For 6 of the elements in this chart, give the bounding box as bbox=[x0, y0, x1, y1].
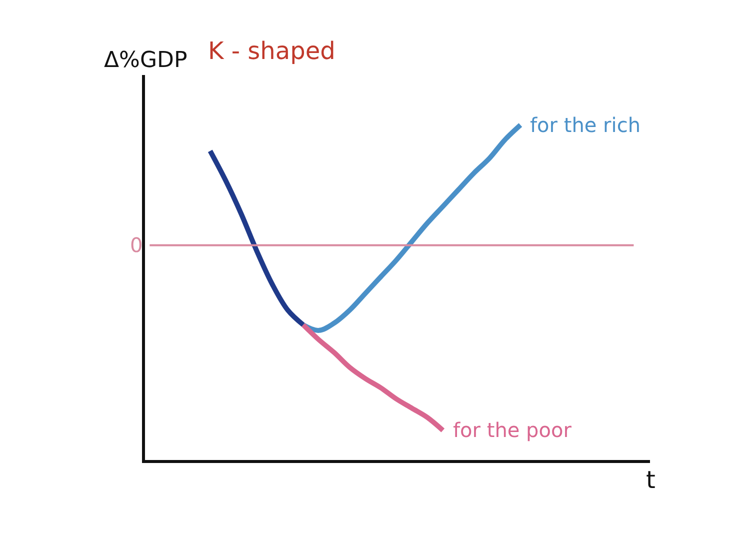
ref-line-label: 0 bbox=[130, 233, 143, 257]
y-axis-title: Δ%GDP bbox=[104, 48, 188, 73]
chart-title: K - shaped bbox=[208, 37, 336, 65]
series-label: for the poor bbox=[453, 418, 572, 442]
series-label: for the rich bbox=[530, 113, 640, 137]
text: t bbox=[646, 466, 656, 494]
